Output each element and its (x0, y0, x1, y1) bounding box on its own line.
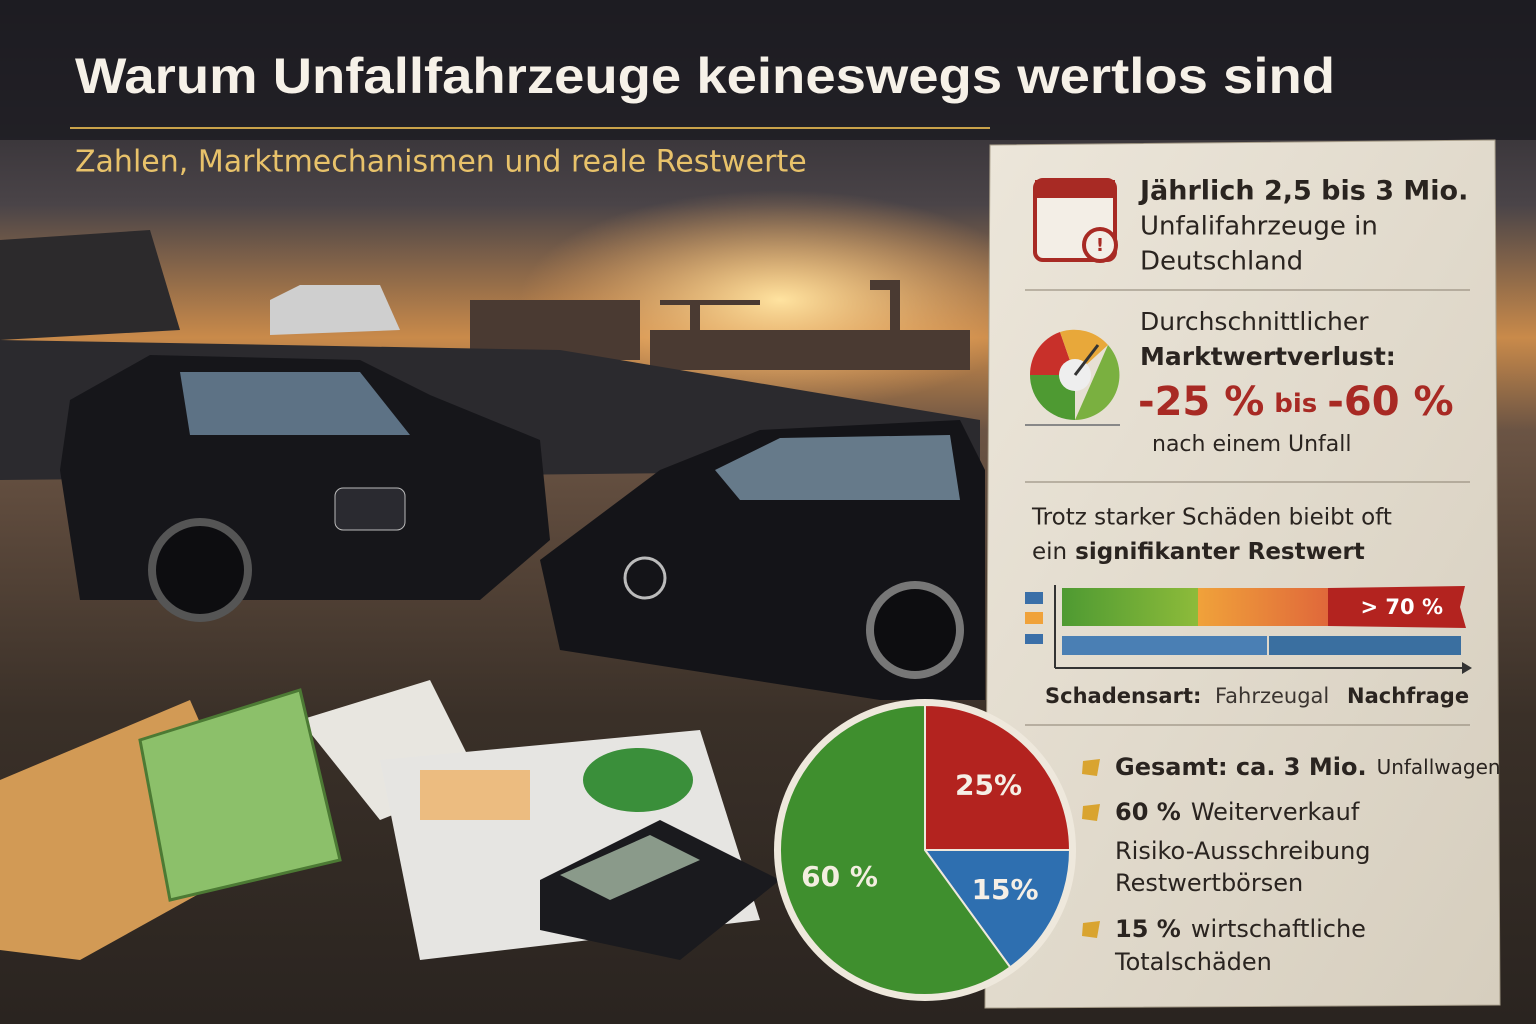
list-item: 60 % Weiterverkauf (1115, 798, 1360, 826)
stat-count-1: Jährlich 2,5 bis 3 Mio. (1138, 176, 1468, 207)
junkyard (0, 230, 985, 700)
loss-between: bis (1274, 389, 1317, 419)
desk-items (0, 680, 780, 960)
summary-list: Gesamt: ca. 3 Mio. Unfallwagen 60 % Weiterv… (1082, 753, 1501, 976)
list-text: Unfallwagen (1377, 755, 1501, 779)
list-text: Weiterverkauf (1191, 798, 1360, 826)
rest-bold: signifikanter Restwert (1075, 539, 1365, 565)
axis-label: Fahrzeugal (1215, 684, 1329, 708)
loss-high: -60 % (1327, 379, 1453, 425)
stat-count-2: Unfalifahrzeuge in (1140, 212, 1378, 242)
list-item: 15 % wirtschaftliche (1115, 915, 1366, 943)
list-item: Gesamt: ca. 3 Mio. Unfallwagen (1115, 753, 1501, 781)
list-bold: 15 % (1115, 915, 1181, 943)
stat-count-3: Deutschland (1140, 247, 1303, 277)
list-text: wirtschaftliche (1191, 915, 1366, 943)
pie-slice (779, 703, 1012, 996)
header-band (0, 0, 1536, 140)
bullet (1082, 759, 1100, 776)
pie-label: 25% (955, 768, 1022, 801)
list-bold: 60 % (1115, 798, 1181, 826)
list-text: Risiko-Ausschreibung (1115, 837, 1371, 865)
list-text: Totalschäden (1114, 948, 1272, 976)
loss-low: -25 % (1138, 379, 1264, 425)
stat-loss-range: -25 % bis -60 % (1138, 379, 1454, 425)
pie-slice (924, 703, 1072, 851)
list-item: Totalschäden (1114, 948, 1272, 976)
list-bold: Gesamt: ca. 3 Mio. (1115, 753, 1367, 781)
pie-slice (923, 849, 1072, 969)
title: Warum Unfallfahrzeuge keineswegs wertlos… (75, 48, 1335, 104)
bullet (1082, 921, 1100, 938)
list-item: Restwertbörsen (1115, 869, 1303, 897)
list-text: Restwertbörsen (1115, 869, 1303, 897)
pie-label: 15% (972, 873, 1039, 906)
stat-loss-4: nach einem Unfall (1152, 432, 1352, 457)
subtitle: Zahlen, Marktmechanismen und reale Restw… (75, 145, 807, 180)
stat-loss-1: Durchschnittlicher (1140, 307, 1369, 336)
svg-text:!: ! (1096, 235, 1104, 256)
axis-label: Schadensart: (1045, 684, 1201, 708)
stat-rest-1: Trotz starker Schäden bieibt oft (1031, 505, 1392, 531)
stat-loss-2: Marktwertverlust: (1140, 342, 1396, 371)
calendar-icon: ! (1033, 178, 1118, 263)
bar-label: > 70 % (1361, 595, 1443, 619)
list-item: Risiko-Ausschreibung (1115, 837, 1371, 865)
axis-label: Nachfrage (1347, 684, 1469, 708)
restwert-bars (1025, 585, 1472, 674)
pie-chart: 25% 15% 60 % (774, 699, 1076, 1001)
bullet (1082, 804, 1100, 821)
pie-label: 60 % (801, 860, 878, 893)
stat-rest-2: ein signifikanter Restwert (1032, 539, 1365, 565)
rest-plain: ein (1032, 539, 1067, 565)
gauge-icon (1025, 329, 1120, 426)
